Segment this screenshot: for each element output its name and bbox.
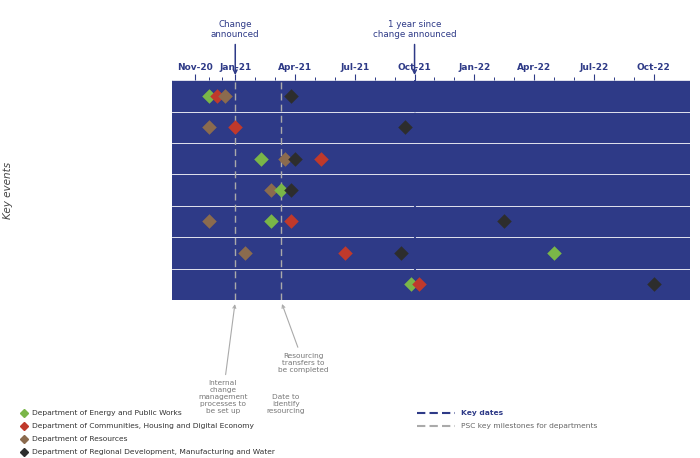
- Text: System go-live/system changes
implemented: System go-live/system changes implemente…: [31, 274, 169, 294]
- Text: Department of Energy and Public Works: Department of Energy and Public Works: [32, 410, 181, 416]
- Text: Department of Resources: Department of Resources: [32, 436, 127, 442]
- Text: Key events: Key events: [4, 162, 13, 218]
- Point: [340, 249, 351, 256]
- Text: Financial delegations reviewed and
updated: Financial delegations reviewed and updat…: [13, 243, 169, 263]
- Point: [276, 186, 287, 194]
- Text: Machinery of government project
team established: Machinery of government project team est…: [22, 86, 169, 106]
- Bar: [172, 112, 690, 143]
- Point: [399, 124, 410, 131]
- Point: [286, 92, 297, 99]
- Point: [289, 155, 300, 162]
- Point: [286, 186, 297, 194]
- Text: Department's new strategic
objectives finalised: Department's new strategic objectives fi…: [46, 148, 169, 169]
- Point: [204, 218, 215, 225]
- Point: [395, 249, 406, 256]
- Text: Internal
change
management
processes to
be set up: Internal change management processes to …: [198, 305, 247, 414]
- Point: [204, 124, 215, 131]
- Bar: [172, 174, 690, 206]
- Point: [286, 218, 297, 225]
- Point: [279, 155, 290, 162]
- Point: [256, 155, 267, 162]
- Point: [498, 218, 510, 225]
- Text: Change management plan
developed: Change management plan developed: [54, 117, 169, 137]
- Point: [220, 92, 231, 99]
- Point: [413, 281, 424, 288]
- Point: [204, 92, 215, 99]
- Bar: [172, 80, 690, 112]
- Point: [548, 249, 559, 256]
- Text: Date to
identify
resourcing: Date to identify resourcing: [267, 394, 305, 414]
- Point: [239, 249, 251, 256]
- Bar: [172, 237, 690, 268]
- Text: PSC key milestones for departments: PSC key milestones for departments: [461, 423, 597, 429]
- Point: [315, 155, 326, 162]
- Text: Department of Regional Development, Manufacturing and Water: Department of Regional Development, Manu…: [32, 448, 274, 455]
- Text: Department of Communities, Housing and Digital Economy: Department of Communities, Housing and D…: [32, 423, 253, 429]
- Text: Key dates: Key dates: [461, 410, 503, 416]
- Text: Machinery of government transfer
forms and resource transfers signed: Machinery of government transfer forms a…: [8, 180, 169, 200]
- Bar: [172, 206, 690, 237]
- Point: [230, 124, 241, 131]
- Text: 1 year since
change announced: 1 year since change announced: [372, 20, 456, 73]
- Point: [211, 92, 223, 99]
- Text: Organisational structure updated: Organisational structure updated: [22, 217, 169, 226]
- Point: [405, 281, 416, 288]
- Text: Change
announced: Change announced: [211, 20, 260, 73]
- Text: Resourcing
transfers to
be completed: Resourcing transfers to be completed: [278, 305, 329, 373]
- Point: [265, 218, 276, 225]
- Point: [648, 281, 659, 288]
- Point: [265, 186, 276, 194]
- Bar: [172, 268, 690, 300]
- Bar: [172, 143, 690, 174]
